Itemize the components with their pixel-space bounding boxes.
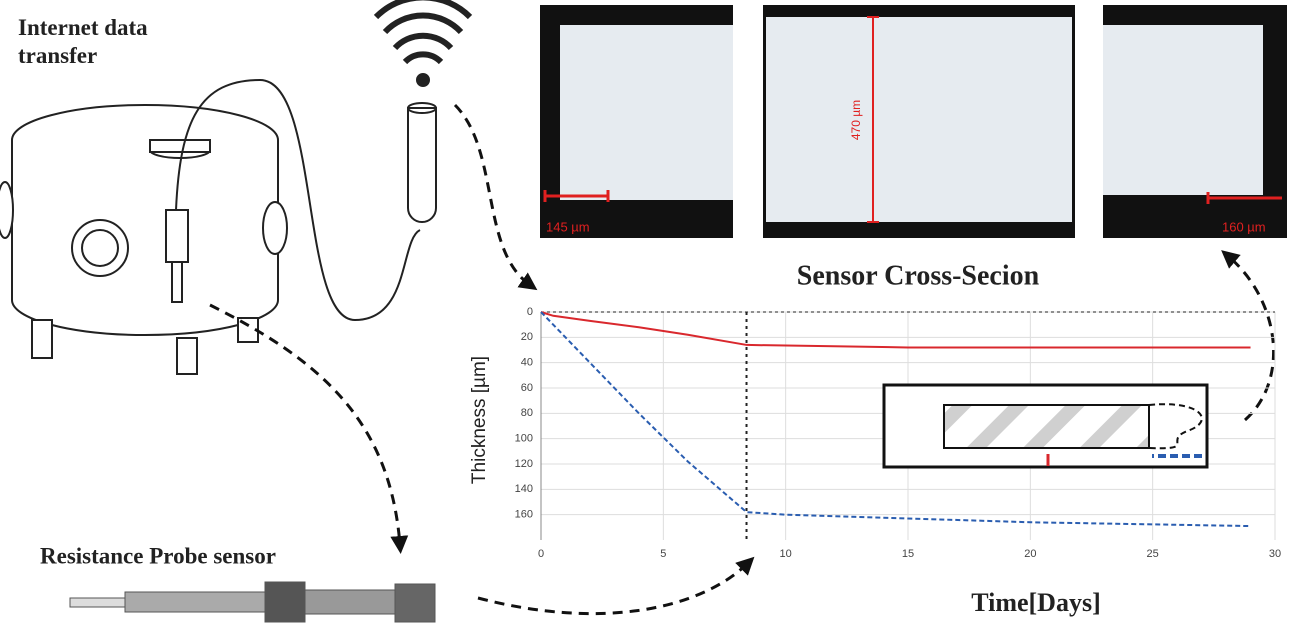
y-tick-label: 160 [515, 509, 533, 521]
x-tick-label: 25 [1147, 548, 1159, 560]
y-tick-label: 0 [527, 306, 533, 318]
section-title: Sensor Cross-Secion [797, 260, 1040, 291]
x-tick-label: 20 [1024, 548, 1036, 560]
arrows [209, 103, 1275, 616]
x-axis-label: Time[Days] [971, 588, 1101, 617]
y-tick-label: 60 [521, 382, 533, 394]
internet-label: Internet data transfer [18, 15, 148, 68]
inset [882, 383, 1209, 469]
y-tick-label: 100 [515, 433, 533, 445]
y-tick-label: 80 [521, 407, 533, 419]
y-tick-label: 140 [515, 483, 533, 495]
micrographs [540, 5, 1287, 238]
probe-label: Resistance Probe sensor [40, 543, 276, 568]
series-line [540, 311, 1251, 528]
y-tick-label: 120 [515, 458, 533, 470]
chart: 0 20 40 60 80 100 120 140 160 0 5 10 15 20 25 30 Time[Da… [469, 306, 1281, 617]
x-tick-label: 10 [780, 548, 792, 560]
y-tick-label: 40 [521, 357, 533, 369]
scale-label: 145 µm [546, 219, 590, 234]
x-tick-label: 5 [660, 548, 666, 560]
scale-label: 470 µm [849, 100, 863, 140]
y-axis-label: Thickness [µm] [469, 356, 490, 484]
tank [0, 0, 473, 375]
y-tick-label: 20 [521, 331, 533, 343]
series-line [540, 311, 1251, 349]
x-tick-label: 0 [538, 548, 544, 560]
x-tick-label: 15 [902, 548, 914, 560]
probe-sensor [69, 581, 436, 623]
scale-label: 160 µm [1222, 219, 1266, 234]
x-tick-label: 30 [1269, 548, 1281, 560]
